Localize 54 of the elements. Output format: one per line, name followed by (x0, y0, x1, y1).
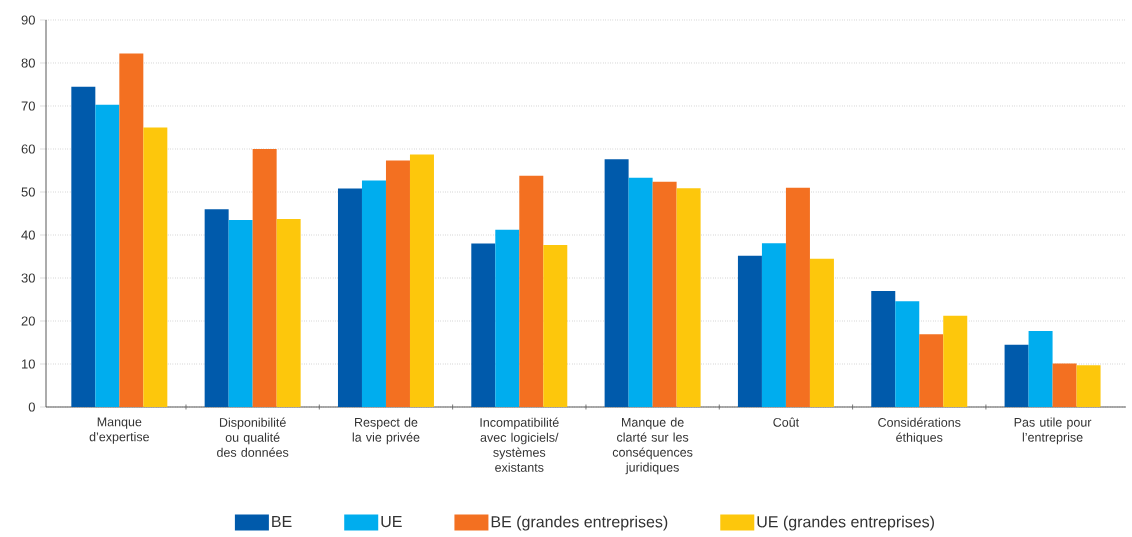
legend-label: BE (272, 515, 292, 527)
bar (495, 229, 520, 407)
legend-label: UE (381, 515, 402, 528)
bar (604, 159, 629, 407)
bar (1004, 344, 1029, 407)
bar (919, 334, 944, 407)
y-tick-label: 70 (21, 101, 35, 111)
bar (228, 219, 253, 407)
bar (337, 188, 362, 407)
bar (276, 219, 301, 407)
bar (1076, 365, 1101, 407)
x-tick-label: Pas utile pour l’entreprise (1014, 417, 1092, 445)
y-tick-label: 50 (21, 187, 35, 197)
bar (519, 175, 544, 407)
x-tick-label: Manque de clarté sur les conséquences juridiques (612, 417, 693, 475)
bar (95, 104, 120, 407)
bar (409, 154, 434, 407)
bar (119, 53, 144, 407)
bar (385, 160, 410, 407)
y-tick-label: 30 (21, 273, 35, 283)
x-tick-label: Considérations éthiques (878, 417, 961, 445)
bar (543, 244, 568, 407)
y-tick-label: 60 (21, 144, 35, 154)
x-tick-label: Respect de la vie privée (352, 417, 420, 445)
bar (809, 258, 834, 407)
bar (471, 243, 496, 407)
legend-label: UE (grandes entreprises) (757, 515, 934, 531)
y-tick-label: 40 (21, 230, 35, 240)
bar (361, 180, 386, 407)
y-tick-label: 0 (28, 402, 35, 412)
x-tick-label: Disponibilité ou qualité des données (217, 417, 289, 457)
bar (1052, 363, 1077, 407)
y-tick-label: 80 (21, 58, 35, 68)
bar (1028, 330, 1053, 407)
x-tick-label: Coût (773, 417, 800, 427)
y-tick-label: 90 (21, 15, 35, 25)
bar (737, 255, 762, 407)
bar (943, 315, 968, 407)
x-tick-label: Manque d’expertise (89, 417, 149, 444)
bar (628, 177, 653, 407)
bar (676, 188, 701, 407)
bar (204, 209, 229, 407)
bar (252, 149, 277, 407)
bar (652, 181, 677, 407)
legend-label: BE (grandes entreprises) (491, 515, 668, 531)
bar (871, 290, 896, 407)
bar (71, 86, 96, 407)
x-tick-label: Incompatibilité avec logiciels/ systèmes existants (480, 417, 559, 472)
bar (895, 301, 920, 407)
bar (143, 127, 168, 407)
bar (761, 243, 786, 407)
y-tick-label: 20 (21, 316, 35, 326)
y-tick-label: 10 (21, 359, 35, 369)
bar (785, 187, 810, 407)
